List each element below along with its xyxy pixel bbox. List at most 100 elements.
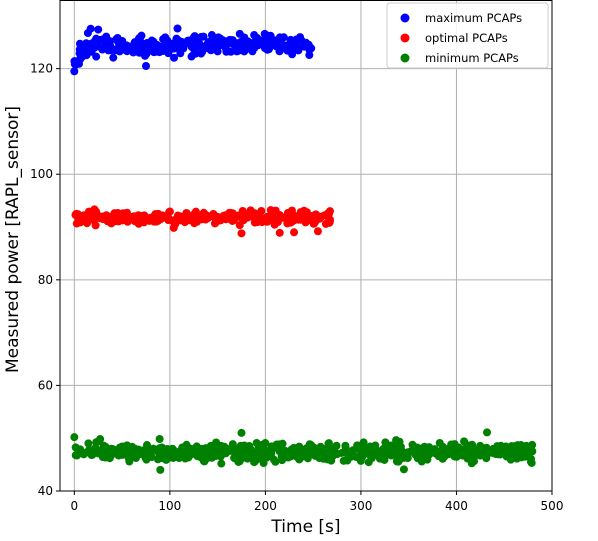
series-optimal bbox=[71, 205, 335, 238]
data-point bbox=[218, 442, 227, 451]
data-point bbox=[250, 458, 259, 467]
y-tick-label: 120 bbox=[30, 62, 53, 76]
y-tick-label: 60 bbox=[38, 378, 53, 392]
data-point bbox=[94, 437, 103, 446]
data-point bbox=[286, 218, 295, 227]
data-point bbox=[380, 455, 389, 464]
data-point bbox=[313, 227, 322, 236]
data-point bbox=[282, 449, 291, 458]
data-point bbox=[216, 37, 225, 46]
y-tick-label: 100 bbox=[30, 167, 53, 181]
x-tick-label: 300 bbox=[349, 499, 372, 513]
data-point bbox=[294, 215, 303, 224]
data-point bbox=[313, 451, 322, 460]
data-point bbox=[125, 457, 134, 466]
data-point bbox=[235, 39, 244, 48]
data-point bbox=[173, 24, 182, 33]
data-point bbox=[232, 47, 241, 56]
data-point bbox=[202, 451, 211, 460]
data-point bbox=[496, 442, 505, 451]
data-point bbox=[164, 216, 173, 225]
data-point bbox=[286, 211, 295, 220]
data-point bbox=[71, 451, 80, 460]
data-point bbox=[270, 220, 279, 229]
data-point bbox=[424, 449, 433, 458]
data-point bbox=[528, 447, 537, 456]
data-point bbox=[267, 34, 276, 43]
data-point bbox=[141, 51, 150, 60]
data-point bbox=[148, 213, 157, 222]
legend-marker bbox=[400, 13, 410, 23]
data-point bbox=[134, 211, 143, 220]
data-point bbox=[222, 44, 231, 53]
data-point bbox=[87, 47, 96, 56]
data-point bbox=[90, 205, 99, 214]
data-point bbox=[138, 44, 147, 53]
data-point bbox=[144, 449, 153, 458]
data-point bbox=[113, 215, 122, 224]
data-point bbox=[237, 229, 246, 238]
data-point bbox=[267, 442, 276, 451]
y-tick-label: 40 bbox=[38, 484, 53, 498]
data-point bbox=[307, 441, 316, 450]
data-point bbox=[134, 34, 143, 43]
data-point bbox=[88, 450, 97, 459]
data-point bbox=[94, 25, 103, 34]
data-point bbox=[480, 447, 489, 456]
data-point bbox=[287, 45, 296, 54]
data-point bbox=[197, 32, 206, 41]
data-point bbox=[323, 209, 332, 218]
data-point bbox=[155, 434, 164, 443]
data-point bbox=[104, 46, 113, 55]
data-point bbox=[204, 444, 213, 453]
data-point bbox=[165, 207, 174, 216]
data-point bbox=[153, 455, 162, 464]
data-point bbox=[206, 46, 215, 55]
data-point bbox=[240, 33, 249, 42]
data-point bbox=[235, 457, 244, 466]
data-point bbox=[278, 456, 287, 465]
data-point bbox=[193, 452, 202, 461]
x-axis-label: Time [s] bbox=[270, 517, 340, 537]
data-point bbox=[228, 440, 237, 449]
data-point bbox=[188, 42, 197, 51]
data-point bbox=[158, 45, 167, 54]
data-point bbox=[186, 447, 195, 456]
data-point bbox=[212, 438, 221, 447]
grid-lines bbox=[60, 0, 553, 492]
data-point bbox=[261, 439, 270, 448]
series-minimum bbox=[70, 428, 537, 474]
data-point bbox=[470, 447, 479, 456]
data-point bbox=[482, 454, 491, 463]
data-point bbox=[273, 36, 282, 45]
data-point bbox=[229, 211, 238, 220]
data-point bbox=[483, 428, 492, 437]
data-point bbox=[130, 45, 139, 54]
data-point bbox=[385, 447, 394, 456]
data-point bbox=[332, 441, 341, 450]
data-point bbox=[91, 221, 100, 230]
data-point bbox=[339, 456, 348, 465]
legend-marker bbox=[400, 53, 410, 63]
data-point bbox=[463, 441, 472, 450]
data-point bbox=[322, 453, 331, 462]
axis-ticks: 0 100 200 300 400 500 40 60 80 100 120 bbox=[30, 62, 563, 513]
data-point bbox=[413, 454, 422, 463]
data-point bbox=[517, 442, 526, 451]
legend-entry-label: maximum PCAPs bbox=[425, 11, 522, 25]
data-point bbox=[476, 441, 485, 450]
data-point bbox=[366, 446, 375, 455]
data-point bbox=[304, 43, 313, 52]
data-point bbox=[528, 440, 537, 449]
data-point bbox=[200, 457, 209, 466]
data-point bbox=[408, 440, 417, 449]
data-point bbox=[470, 457, 479, 466]
data-point bbox=[191, 207, 200, 216]
data-point bbox=[170, 53, 179, 62]
data-point bbox=[265, 211, 274, 220]
data-point bbox=[235, 221, 244, 230]
x-tick-label: 0 bbox=[71, 499, 79, 513]
data-point bbox=[325, 218, 334, 227]
data-point bbox=[121, 216, 130, 225]
data-point bbox=[217, 459, 226, 468]
